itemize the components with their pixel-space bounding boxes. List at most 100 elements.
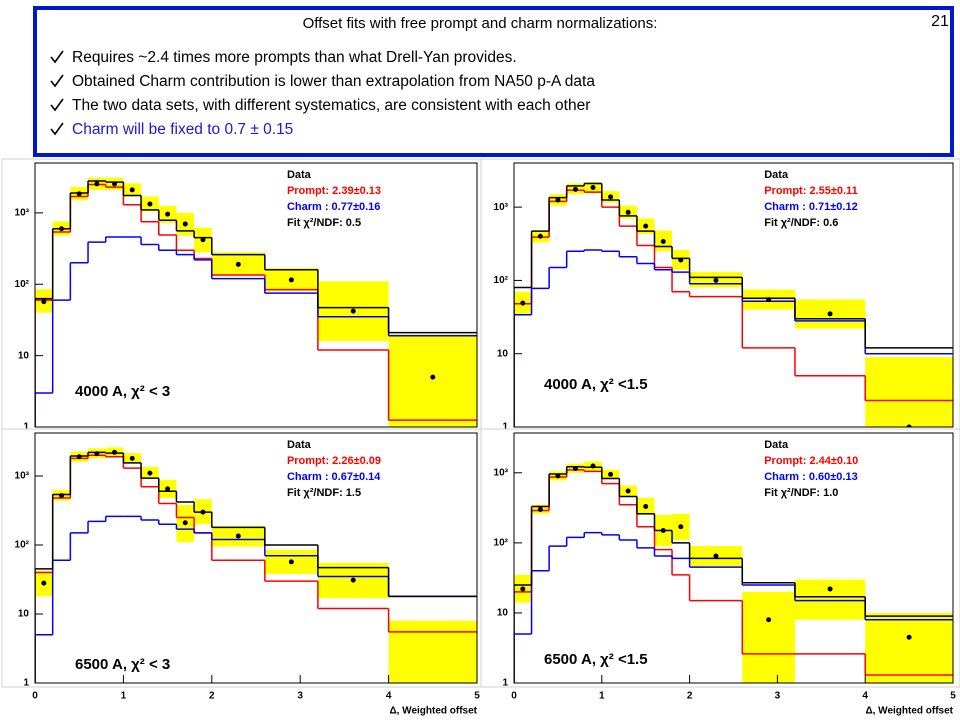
plot-frame — [34, 432, 478, 684]
data-point — [537, 233, 543, 239]
checkmarks — [50, 50, 64, 136]
x-axis-label: Δ, Weighted offset — [865, 706, 953, 717]
legend-entry: Fit χ²/NDF: 0.6 — [764, 217, 838, 229]
data-point — [590, 463, 596, 469]
x-tick-label: 3 — [775, 691, 781, 702]
bullet: Requires ~2.4 times more prompts than wh… — [72, 49, 517, 66]
data-point — [41, 299, 47, 305]
panel-label: 4000 A, χ² <1.5 — [544, 376, 648, 393]
y-tick-label: 1 — [502, 678, 508, 689]
data-point — [520, 586, 526, 592]
x-axis-label: Δ, Weighted offset — [389, 706, 477, 717]
x-tick-label: 5 — [950, 691, 956, 702]
data-point — [713, 553, 719, 559]
data-point — [182, 520, 188, 526]
data-point — [678, 524, 684, 530]
data-point — [555, 473, 561, 479]
data-point — [235, 261, 241, 267]
x-tick-label: 1 — [121, 691, 127, 702]
bullet: Obtained Charm contribution is lower tha… — [72, 73, 595, 90]
data-point — [827, 586, 833, 592]
data-point — [147, 201, 153, 207]
syst-band — [794, 579, 866, 620]
data-point — [112, 181, 118, 187]
data-point — [129, 187, 135, 193]
syst-band — [865, 612, 953, 683]
syst-band — [388, 620, 477, 683]
data-point — [572, 186, 578, 192]
data-point — [288, 559, 294, 565]
y-tick-label: 1 — [23, 678, 29, 689]
data-point — [112, 449, 118, 455]
data-point — [906, 424, 912, 427]
x-tick-label: 0 — [511, 691, 517, 702]
legend-entry: Prompt: 2.55±0.11 — [764, 185, 857, 197]
data-point — [430, 374, 436, 380]
plot-frame — [513, 432, 954, 684]
legend-entry: Charm : 0.60±0.13 — [764, 471, 857, 483]
data-point — [608, 194, 614, 200]
y-tick-label: 10² — [494, 538, 509, 549]
legend-entry: Fit χ²/NDF: 1.0 — [764, 487, 838, 499]
x-tick-label: 2 — [209, 691, 215, 702]
x-tick-label: 5 — [474, 691, 480, 702]
data-point — [660, 528, 666, 534]
data-point — [235, 533, 241, 539]
data-point — [129, 455, 135, 461]
data-point — [643, 223, 649, 229]
data-point — [76, 454, 82, 460]
data-point — [572, 466, 578, 472]
x-tick-label: 0 — [32, 691, 38, 702]
data-point — [827, 311, 833, 317]
data-point — [288, 277, 294, 283]
x-tick-label: 4 — [386, 691, 392, 702]
panel-label: 6500 A, χ² <1.5 — [544, 651, 648, 668]
legend-entry: Prompt: 2.26±0.09 — [287, 455, 381, 467]
panel-label: 6500 A, χ² < 3 — [75, 656, 170, 673]
data-point — [520, 300, 526, 306]
y-tick-label: 10³ — [494, 467, 509, 478]
legend-entry: Charm : 0.77±0.16 — [287, 201, 380, 213]
data-point — [59, 493, 65, 499]
data-point — [766, 296, 772, 302]
plot-area — [35, 447, 477, 683]
syst-band — [742, 591, 795, 683]
page-number: 21 — [931, 13, 949, 30]
legend-entry: Data — [287, 169, 312, 181]
legend-entry: Data — [764, 439, 789, 451]
data-point — [625, 488, 631, 494]
data-point — [200, 237, 206, 243]
panel: 1 10 10² 10³ Data Prompt: 2.55±0.11 Charm : 0.… — [480, 158, 960, 433]
bullet: The two data sets, with different system… — [72, 97, 590, 114]
data-point — [94, 451, 100, 457]
header-title: Offset fits with free prompt and charm n… — [303, 15, 658, 32]
y-tick-label: 10² — [15, 540, 30, 551]
data-point — [713, 277, 719, 283]
data-point — [766, 617, 772, 623]
data-point — [182, 221, 188, 227]
legend-entry: Charm : 0.67±0.14 — [287, 471, 381, 483]
data-point — [76, 191, 82, 197]
y-tick-label: 10³ — [494, 202, 509, 213]
data-point — [59, 226, 65, 232]
plot-area — [35, 177, 477, 427]
x-tick-label: 1 — [599, 691, 605, 702]
y-tick-label: 1 — [23, 422, 29, 433]
data-point — [94, 181, 100, 187]
y-tick-label: 10 — [18, 350, 30, 361]
data-point — [147, 470, 153, 476]
data-point — [590, 185, 596, 191]
panel: 1 10 10² 10³ Data Prompt: 2.39±0.13 Charm : 0.… — [1, 158, 485, 433]
y-tick-label: 1 — [502, 422, 508, 433]
y-tick-label: 10 — [18, 609, 30, 620]
y-tick-label: 10 — [497, 348, 509, 359]
legend-entry: Prompt: 2.44±0.10 — [764, 455, 858, 467]
header-box — [33, 6, 954, 157]
bullet: Charm will be fixed to 0.7 ± 0.15 — [72, 121, 293, 138]
legend-entry: Data — [764, 169, 789, 181]
data-point — [165, 211, 171, 217]
legend-entry: Fit χ²/NDF: 0.5 — [287, 217, 361, 229]
data-point — [555, 197, 561, 203]
